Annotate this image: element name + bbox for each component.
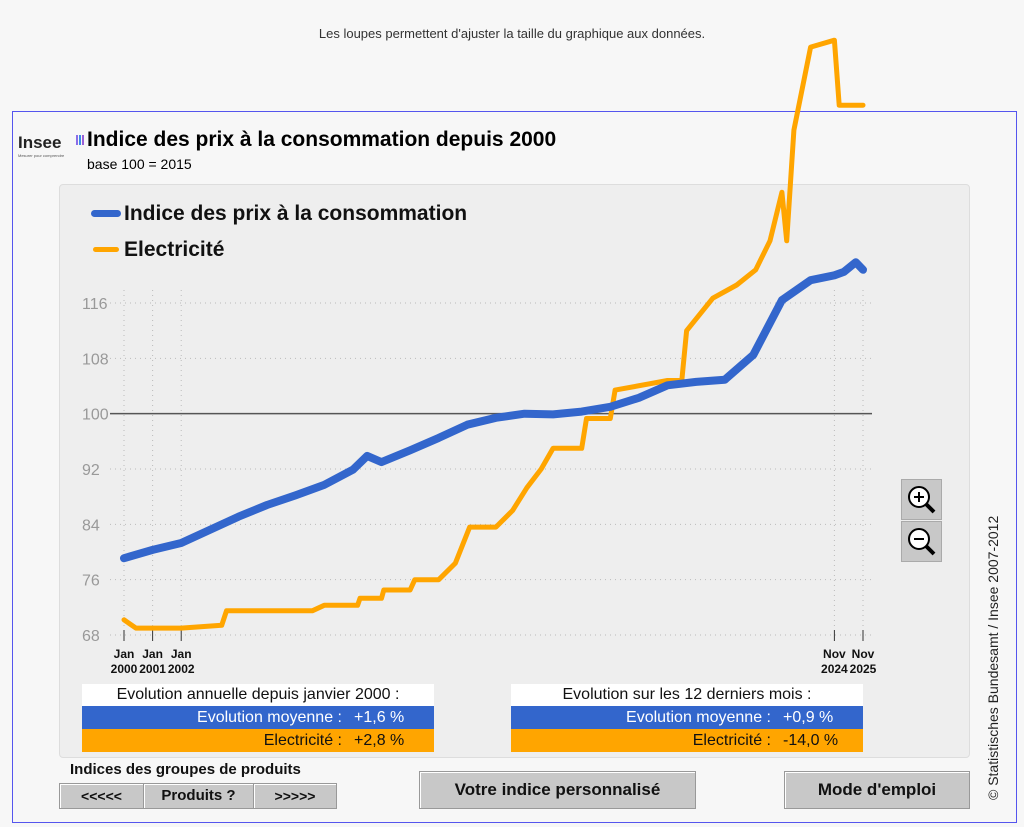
legend-swatch-cpi <box>91 210 121 217</box>
last12-elec-label: Electricité : <box>692 732 771 749</box>
annual-elec-value: +2,8 % <box>354 732 405 749</box>
last12-elec-row: Electricité : -14,0 % <box>511 729 863 752</box>
products-button[interactable]: Produits ? <box>143 783 254 809</box>
legend-label-cpi: Indice des prix à la consommation <box>124 202 468 225</box>
last12-elec-value: -14,0 % <box>783 732 839 749</box>
annual-elec-label: Electricité : <box>263 732 342 749</box>
x-tick-year: 2002 <box>168 662 195 676</box>
y-tick-label: 68 <box>82 628 100 645</box>
x-tick-month: Nov <box>852 647 875 661</box>
x-tick-month: Jan <box>114 647 135 661</box>
last12-avg-value: +0,9 % <box>783 709 834 726</box>
y-tick-label: 116 <box>82 296 108 313</box>
x-tick-year: 2001 <box>139 662 166 676</box>
y-tick-label: 100 <box>82 407 109 424</box>
y-tick-label: 108 <box>82 351 109 368</box>
hint-text: Les loupes permettent d'ajuster la taill… <box>318 26 706 41</box>
legend-label-electricity: Electricité <box>124 238 225 261</box>
series-line-electricity <box>121 37 866 631</box>
last12-avg-row: Evolution moyenne : +0,9 % <box>511 706 863 729</box>
last12-heading: Evolution sur les 12 derniers mois : <box>511 684 863 706</box>
zoom-in-icon <box>908 486 936 514</box>
legend-swatch-electricity <box>93 247 119 252</box>
chart-subtitle: base 100 = 2015 <box>87 156 192 172</box>
annual-avg-label: Evolution moyenne : <box>197 709 342 726</box>
logo-bars-icon <box>76 135 84 145</box>
last12-stats-box: Evolution sur les 12 derniers mois : Evo… <box>511 684 863 752</box>
help-button[interactable]: Mode d'emploi <box>784 771 970 809</box>
chart-title: Indice des prix à la consommation depuis… <box>87 128 557 151</box>
zoom-out-button[interactable] <box>901 521 942 562</box>
x-tick-month: Jan <box>171 647 192 661</box>
copyright: © Statistisches Bundesamt / Insee 2007-2… <box>985 515 1001 800</box>
y-tick-label: 92 <box>82 462 100 479</box>
groups-label: Indices des groupes de produits <box>70 761 301 778</box>
x-tick-month: Nov <box>823 647 846 661</box>
y-tick-label: 76 <box>82 573 100 590</box>
annual-avg-row: Evolution moyenne : +1,6 % <box>82 706 434 729</box>
annual-elec-row: Electricité : +2,8 % <box>82 729 434 752</box>
annual-heading: Evolution annuelle depuis janvier 2000 : <box>82 684 434 706</box>
insee-logo: Insee Mesurer pour comprendre <box>18 133 65 158</box>
zoom-out-icon <box>908 528 936 556</box>
chart-frame <box>12 111 1017 823</box>
series-line-cpi <box>120 258 867 563</box>
next-group-button[interactable]: >>>>> <box>253 783 337 809</box>
last12-avg-label: Evolution moyenne : <box>626 709 771 726</box>
annual-stats-box: Evolution annuelle depuis janvier 2000 :… <box>82 684 434 752</box>
x-tick-year: 2024 <box>821 662 848 676</box>
zoom-in-button[interactable] <box>901 479 942 520</box>
annual-avg-value: +1,6 % <box>354 709 405 726</box>
x-tick-year: 2025 <box>850 662 877 676</box>
custom-index-button[interactable]: Votre indice personnalisé <box>419 771 696 809</box>
x-tick-year: 2000 <box>111 662 138 676</box>
prev-group-button[interactable]: <<<<< <box>59 783 144 809</box>
x-tick-month: Jan <box>142 647 163 661</box>
y-tick-label: 84 <box>82 517 100 534</box>
